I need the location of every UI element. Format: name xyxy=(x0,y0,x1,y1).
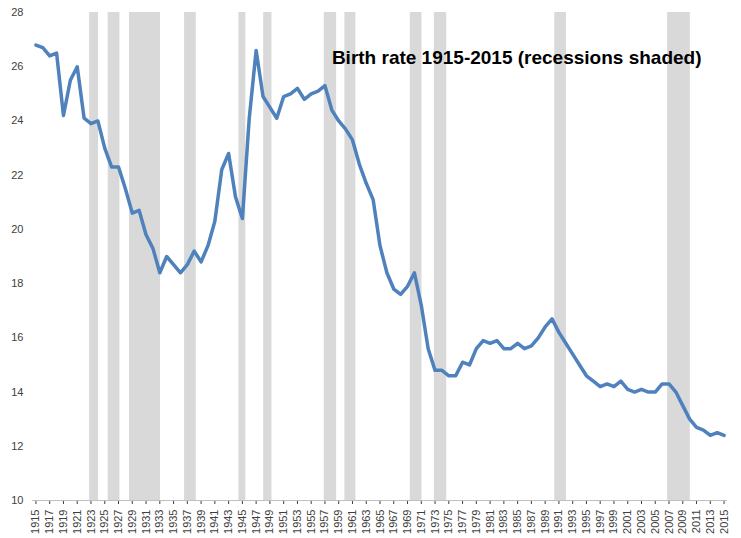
svg-text:1959: 1959 xyxy=(332,510,344,534)
svg-text:2011: 2011 xyxy=(690,510,702,534)
svg-text:1973: 1973 xyxy=(429,510,441,534)
svg-text:1963: 1963 xyxy=(360,510,372,534)
svg-text:1939: 1939 xyxy=(195,510,207,534)
svg-text:18: 18 xyxy=(11,277,23,289)
svg-text:1961: 1961 xyxy=(346,510,358,534)
svg-text:1947: 1947 xyxy=(250,510,262,534)
svg-text:2015: 2015 xyxy=(718,510,730,534)
svg-text:1951: 1951 xyxy=(277,510,289,534)
svg-text:1953: 1953 xyxy=(291,510,303,534)
svg-text:1985: 1985 xyxy=(511,510,523,534)
svg-text:2001: 2001 xyxy=(621,510,633,534)
svg-text:26: 26 xyxy=(11,60,23,72)
svg-text:1999: 1999 xyxy=(607,510,619,534)
svg-text:1927: 1927 xyxy=(112,510,124,534)
svg-text:28: 28 xyxy=(11,6,23,18)
svg-text:2005: 2005 xyxy=(649,510,661,534)
svg-text:1937: 1937 xyxy=(181,510,193,534)
svg-text:1929: 1929 xyxy=(126,510,138,534)
svg-text:2003: 2003 xyxy=(635,510,647,534)
svg-text:1921: 1921 xyxy=(71,510,83,534)
svg-text:1975: 1975 xyxy=(442,510,454,534)
svg-text:1989: 1989 xyxy=(539,510,551,534)
svg-text:1925: 1925 xyxy=(98,510,110,534)
svg-text:1967: 1967 xyxy=(387,510,399,534)
svg-text:1955: 1955 xyxy=(305,510,317,534)
svg-text:1981: 1981 xyxy=(484,510,496,534)
svg-text:24: 24 xyxy=(11,114,23,126)
svg-text:1943: 1943 xyxy=(222,510,234,534)
svg-text:1991: 1991 xyxy=(552,510,564,534)
svg-text:1993: 1993 xyxy=(566,510,578,534)
svg-text:1995: 1995 xyxy=(580,510,592,534)
svg-text:1965: 1965 xyxy=(374,510,386,534)
svg-text:1949: 1949 xyxy=(263,510,275,534)
svg-text:2009: 2009 xyxy=(676,510,688,534)
svg-text:Birth rate 1915-2015 (recessio: Birth rate 1915-2015 (recessions shaded) xyxy=(332,47,702,68)
svg-text:2007: 2007 xyxy=(663,510,675,534)
svg-text:14: 14 xyxy=(11,386,23,398)
svg-text:1915: 1915 xyxy=(29,510,41,534)
svg-text:1945: 1945 xyxy=(236,510,248,534)
svg-text:1941: 1941 xyxy=(208,510,220,534)
svg-text:1977: 1977 xyxy=(456,510,468,534)
svg-text:1983: 1983 xyxy=(497,510,509,534)
svg-text:20: 20 xyxy=(11,223,23,235)
svg-text:1971: 1971 xyxy=(415,510,427,534)
svg-text:1979: 1979 xyxy=(470,510,482,534)
svg-text:1919: 1919 xyxy=(57,510,69,534)
svg-text:1917: 1917 xyxy=(43,510,55,534)
svg-text:1969: 1969 xyxy=(401,510,413,534)
svg-text:1931: 1931 xyxy=(140,510,152,534)
svg-text:1935: 1935 xyxy=(167,510,179,534)
svg-text:2013: 2013 xyxy=(704,510,716,534)
svg-text:1997: 1997 xyxy=(594,510,606,534)
svg-text:16: 16 xyxy=(11,331,23,343)
svg-text:10: 10 xyxy=(11,494,23,506)
svg-text:1923: 1923 xyxy=(85,510,97,534)
svg-text:12: 12 xyxy=(11,440,23,452)
svg-text:1987: 1987 xyxy=(525,510,537,534)
svg-text:1933: 1933 xyxy=(153,510,165,534)
svg-text:22: 22 xyxy=(11,169,23,181)
svg-text:1957: 1957 xyxy=(318,510,330,534)
